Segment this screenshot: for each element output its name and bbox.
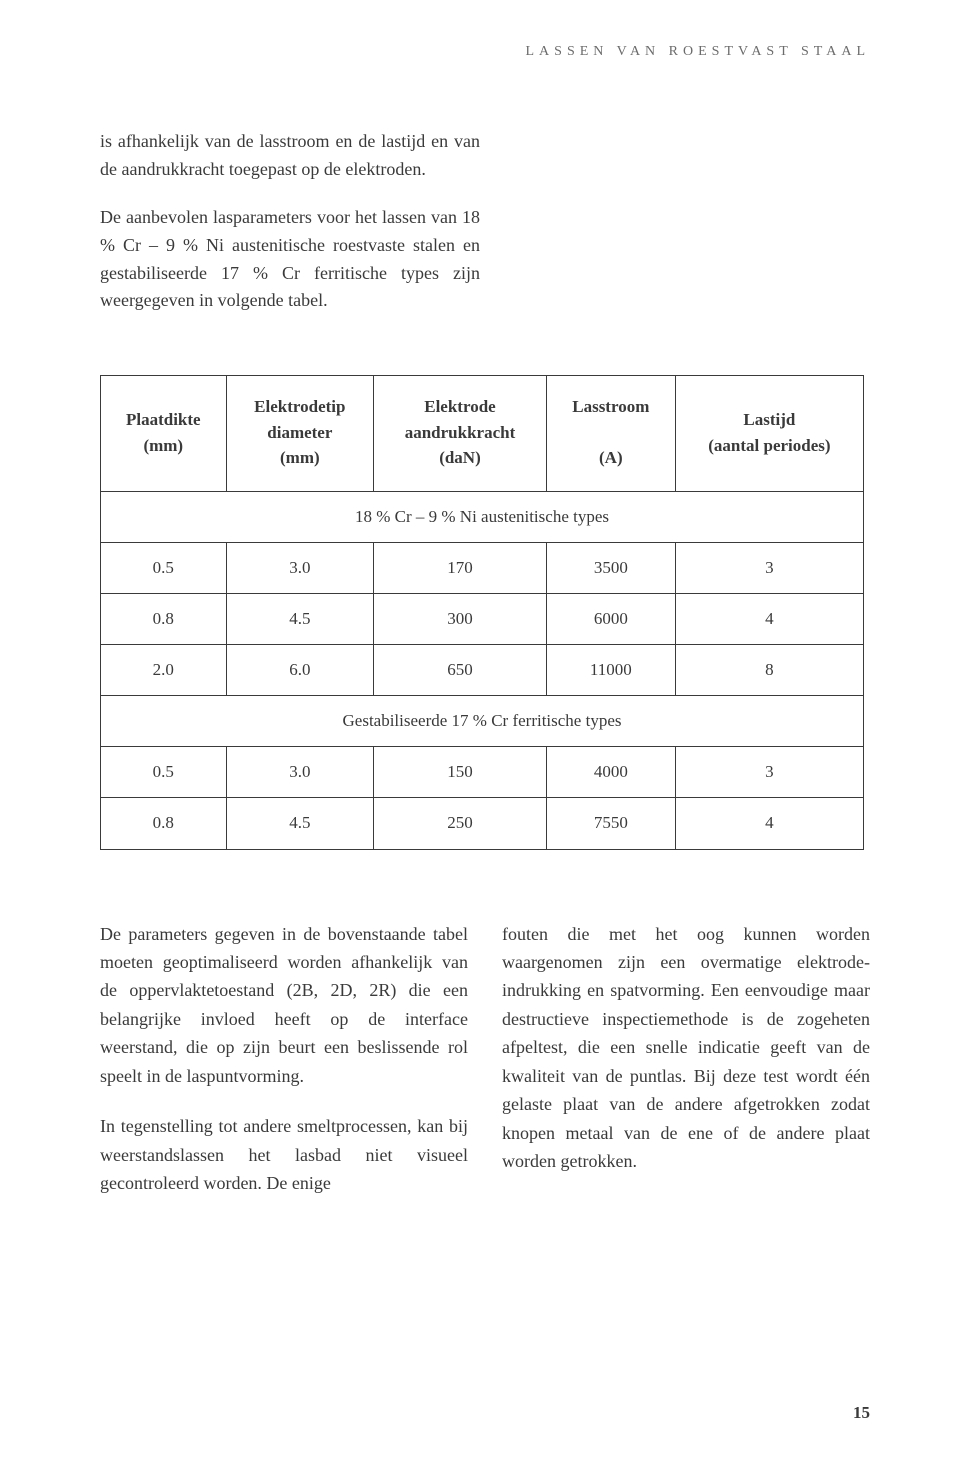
running-head: LASSEN VAN ROESTVAST STAAL — [526, 44, 871, 60]
col-header-unit: (daN) — [439, 448, 481, 467]
col-header-text: diameter — [267, 423, 332, 442]
intro-block: is afhankelijk van de lasstroom en de la… — [100, 128, 480, 315]
col-header-aandrukkracht: Elektrode aandrukkracht (daN) — [374, 376, 547, 492]
intro-para-1: is afhankelijk van de lasstroom en de la… — [100, 128, 480, 184]
intro-para-2: De aanbevolen lasparameters voor het las… — [100, 204, 480, 316]
table-cell: 0.8 — [101, 798, 227, 849]
body-para: In tegenstelling tot andere smeltprocess… — [100, 1112, 468, 1197]
table-row: 0.8 4.5 300 6000 4 — [101, 594, 864, 645]
table-row: 0.5 3.0 150 4000 3 — [101, 747, 864, 798]
table-cell: 11000 — [546, 645, 675, 696]
table-row: 0.8 4.5 250 7550 4 — [101, 798, 864, 849]
col-header-text: Plaatdikte — [126, 410, 201, 429]
col-header-lastijd: Lastijd (aantal periodes) — [675, 376, 863, 492]
table-cell: 4 — [675, 798, 863, 849]
table-cell: 3 — [675, 542, 863, 593]
table-row: 2.0 6.0 650 11000 8 — [101, 645, 864, 696]
table-section-title: 18 % Cr – 9 % Ni austenitische types — [101, 491, 864, 542]
table-cell: 4000 — [546, 747, 675, 798]
parameters-table: Plaatdikte (mm) Elektrodetip diameter (m… — [100, 375, 864, 849]
table-cell: 0.5 — [101, 542, 227, 593]
col-header-unit: (mm) — [143, 436, 183, 455]
body-two-column: De parameters gegeven in de bovenstaande… — [100, 920, 870, 1220]
page-number: 15 — [853, 1403, 870, 1423]
col-header-text: (aantal periodes) — [708, 436, 830, 455]
table-cell: 300 — [374, 594, 547, 645]
table-cell: 7550 — [546, 798, 675, 849]
col-header-elektrodetip: Elektrodetip diameter (mm) — [226, 376, 374, 492]
col-header-text: aandrukkracht — [405, 423, 516, 442]
table-cell: 4.5 — [226, 798, 374, 849]
table-cell: 8 — [675, 645, 863, 696]
table-section-title: Gestabiliseerde 17 % Cr ferritische type… — [101, 696, 864, 747]
table-cell: 3.0 — [226, 542, 374, 593]
table-cell: 170 — [374, 542, 547, 593]
table-cell: 6.0 — [226, 645, 374, 696]
table-section-row: Gestabiliseerde 17 % Cr ferritische type… — [101, 696, 864, 747]
table-cell: 0.8 — [101, 594, 227, 645]
table-cell: 3.0 — [226, 747, 374, 798]
table-header-row: Plaatdikte (mm) Elektrodetip diameter (m… — [101, 376, 864, 492]
table-cell: 3500 — [546, 542, 675, 593]
table-cell: 6000 — [546, 594, 675, 645]
table-section-row: 18 % Cr – 9 % Ni austenitische types — [101, 491, 864, 542]
body-para: fouten die met het oog kunnen worden waa… — [502, 920, 870, 1176]
table-cell: 250 — [374, 798, 547, 849]
body-column-right: fouten die met het oog kunnen worden waa… — [502, 920, 870, 1220]
col-header-unit: (A) — [599, 448, 623, 467]
col-header-text: Elektrodetip — [254, 397, 345, 416]
page-container: LASSEN VAN ROESTVAST STAAL is afhankelij… — [0, 0, 960, 1467]
col-header-unit: (mm) — [280, 448, 320, 467]
col-header-plaatdikte: Plaatdikte (mm) — [101, 376, 227, 492]
table-cell: 3 — [675, 747, 863, 798]
table-row: 0.5 3.0 170 3500 3 — [101, 542, 864, 593]
col-header-text: Lasstroom — [572, 397, 649, 416]
col-header-text: Elektrode — [424, 397, 495, 416]
col-header-lasstroom: Lasstroom (A) — [546, 376, 675, 492]
table-cell: 650 — [374, 645, 547, 696]
body-para: De parameters gegeven in de bovenstaande… — [100, 920, 468, 1091]
table-cell: 4.5 — [226, 594, 374, 645]
table-cell: 150 — [374, 747, 547, 798]
body-column-left: De parameters gegeven in de bovenstaande… — [100, 920, 468, 1220]
table-cell: 0.5 — [101, 747, 227, 798]
table-cell: 4 — [675, 594, 863, 645]
table-cell: 2.0 — [101, 645, 227, 696]
col-header-text: Lastijd — [743, 410, 795, 429]
